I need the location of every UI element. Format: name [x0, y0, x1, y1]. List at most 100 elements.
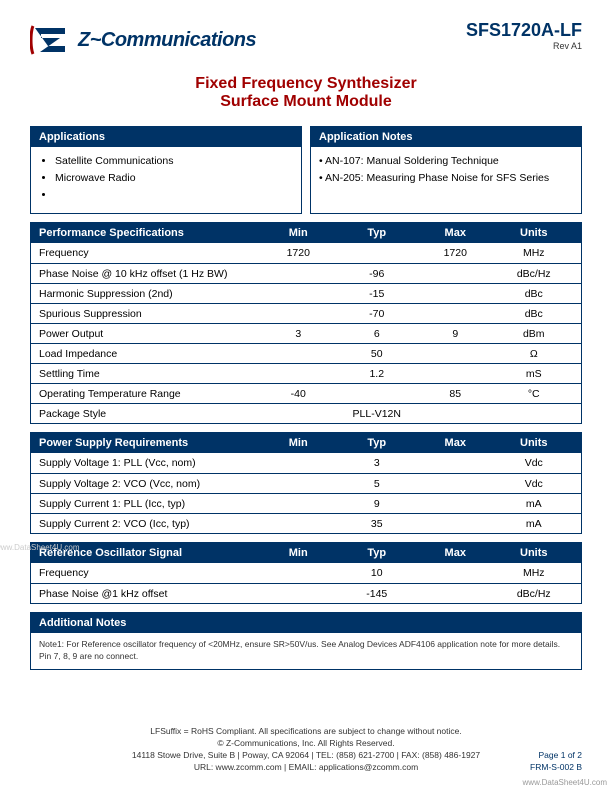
perf-specs-heading-row: Performance Specifications Min Typ Max U… — [31, 223, 581, 243]
units-cell: mA — [495, 518, 574, 530]
typ-cell: -15 — [338, 288, 417, 300]
min-cell: -40 — [259, 388, 338, 400]
typ-cell: 3 — [338, 457, 417, 469]
typ-cell: 6 — [338, 328, 417, 340]
perf-specs-heading: Performance Specifications — [39, 227, 259, 239]
ref-osc-table: Reference Oscillator Signal Min Typ Max … — [30, 542, 582, 604]
col-min: Min — [259, 227, 338, 239]
page-footer: LFSuffix = RoHS Compliant. All specifica… — [30, 726, 582, 774]
col-min: Min — [259, 547, 338, 559]
units-cell: Vdc — [495, 478, 574, 490]
param-cell: Frequency — [39, 567, 259, 579]
col-max: Max — [416, 437, 495, 449]
max-cell: 9 — [416, 328, 495, 340]
app-notes-heading: Application Notes — [311, 127, 581, 147]
table-row: Supply Current 2: VCO (Icc, typ) 35 mA — [31, 513, 581, 533]
col-units: Units — [495, 547, 574, 559]
page-number: Page 1 of 2 — [530, 750, 582, 762]
min-cell: 3 — [259, 328, 338, 340]
additional-notes-box: Additional Notes Note1: For Reference os… — [30, 612, 582, 670]
footer-right: Page 1 of 2 FRM-S-002 B — [530, 750, 582, 774]
col-typ: Typ — [338, 547, 417, 559]
revision: Rev A1 — [466, 41, 582, 51]
additional-notes-heading: Additional Notes — [31, 613, 581, 633]
units-cell: MHz — [495, 567, 574, 579]
units-cell: dBc — [495, 308, 574, 320]
col-max: Max — [416, 227, 495, 239]
perf-specs-table: Performance Specifications Min Typ Max U… — [30, 222, 582, 424]
table-row: Harmonic Suppression (2nd)-15dBc — [31, 283, 581, 303]
footer-line-3: 14118 Stowe Drive, Suite B | Poway, CA 9… — [30, 750, 582, 762]
table-row: Power Output369dBm — [31, 323, 581, 343]
title-line-2: Surface Mount Module — [30, 93, 582, 111]
typ-cell: -96 — [338, 268, 417, 280]
typ-cell: 1.2 — [338, 368, 417, 380]
footer-line-4: URL: www.zcomm.com | EMAIL: applications… — [30, 762, 582, 774]
table-row: Operating Temperature Range-4085°C — [31, 383, 581, 403]
units-cell: mS — [495, 368, 574, 380]
additional-notes-body: Note1: For Reference oscillator frequenc… — [31, 633, 581, 669]
units-cell: dBc/Hz — [495, 588, 574, 600]
col-units: Units — [495, 437, 574, 449]
page-header: Z~Communications SFS1720A-LF Rev A1 — [30, 20, 582, 60]
units-cell: Ω — [495, 348, 574, 360]
param-cell: Supply Current 2: VCO (Icc, typ) — [39, 518, 259, 530]
list-item — [55, 187, 293, 204]
param-cell: Phase Noise @1 kHz offset — [39, 588, 259, 600]
col-typ: Typ — [338, 227, 417, 239]
table-row: Supply Current 1: PLL (Icc, typ) 9 mA — [31, 493, 581, 513]
table-row: Frequency 10 MHz — [31, 563, 581, 583]
footer-line-1: LFSuffix = RoHS Compliant. All specifica… — [30, 726, 582, 738]
part-number-area: SFS1720A-LF Rev A1 — [466, 20, 582, 51]
typ-cell: 5 — [338, 478, 417, 490]
units-cell: MHz — [495, 247, 574, 259]
param-cell: Operating Temperature Range — [39, 388, 259, 400]
app-notes-body: • AN-107: Manual Soldering Technique• AN… — [311, 147, 581, 197]
note-2: Pin 7, 8, 9 are no connect. — [39, 651, 573, 663]
param-cell: Supply Current 1: PLL (Icc, typ) — [39, 498, 259, 510]
param-cell: Power Output — [39, 328, 259, 340]
title-block: Fixed Frequency Synthesizer Surface Moun… — [30, 75, 582, 111]
company-logo-icon — [30, 20, 70, 60]
applications-body: Satellite CommunicationsMicrowave Radio — [31, 147, 301, 213]
param-cell: Frequency — [39, 247, 259, 259]
list-item: Satellite Communications — [55, 153, 293, 170]
col-max: Max — [416, 547, 495, 559]
min-cell: 1720 — [259, 247, 338, 259]
ref-osc-heading-row: Reference Oscillator Signal Min Typ Max … — [31, 543, 581, 563]
typ-cell: 50 — [338, 348, 417, 360]
units-cell: dBc — [495, 288, 574, 300]
power-reqs-heading: Power Supply Requirements — [39, 437, 259, 449]
applications-box: Applications Satellite CommunicationsMic… — [30, 126, 302, 214]
applications-heading: Applications — [31, 127, 301, 147]
table-row: Package StylePLL-V12N — [31, 403, 581, 423]
units-cell: mA — [495, 498, 574, 510]
typ-cell: 10 — [338, 567, 417, 579]
power-reqs-heading-row: Power Supply Requirements Min Typ Max Un… — [31, 433, 581, 453]
table-row: Load Impedance 50 Ω — [31, 343, 581, 363]
top-boxes-row: Applications Satellite CommunicationsMic… — [30, 126, 582, 214]
col-typ: Typ — [338, 437, 417, 449]
list-item: • AN-205: Measuring Phase Noise for SFS … — [319, 170, 573, 187]
param-cell: Load Impedance — [39, 348, 259, 360]
table-row: Settling Time 1.2 mS — [31, 363, 581, 383]
watermark-bottom-right: www.DataSheet4U.com — [523, 778, 607, 787]
param-cell: Supply Voltage 2: VCO (Vcc, nom) — [39, 478, 259, 490]
units-cell: Vdc — [495, 457, 574, 469]
list-item: • AN-107: Manual Soldering Technique — [319, 153, 573, 170]
typ-cell: -145 — [338, 588, 417, 600]
app-notes-box: Application Notes • AN-107: Manual Solde… — [310, 126, 582, 214]
title-line-1: Fixed Frequency Synthesizer — [30, 75, 582, 93]
typ-cell: 9 — [338, 498, 417, 510]
note-1: Note1: For Reference oscillator frequenc… — [39, 639, 573, 651]
table-row: Phase Noise @ 10 kHz offset (1 Hz BW)-96… — [31, 263, 581, 283]
list-item: Microwave Radio — [55, 170, 293, 187]
col-units: Units — [495, 227, 574, 239]
max-cell: 1720 — [416, 247, 495, 259]
form-number: FRM-S-002 B — [530, 762, 582, 774]
power-reqs-table: Power Supply Requirements Min Typ Max Un… — [30, 432, 582, 534]
units-cell: dBm — [495, 328, 574, 340]
typ-cell: 35 — [338, 518, 417, 530]
typ-cell: -70 — [338, 308, 417, 320]
param-cell: Settling Time — [39, 368, 259, 380]
